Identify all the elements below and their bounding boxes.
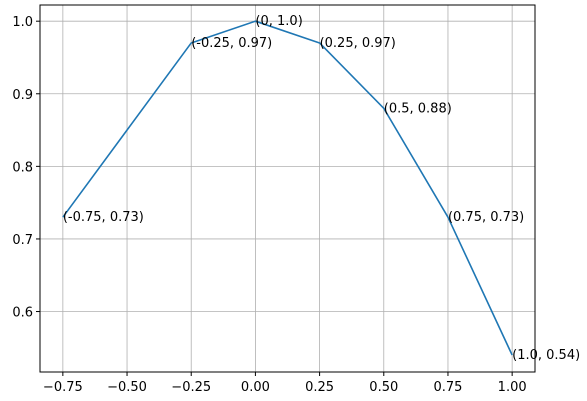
y-tick-label: 0.9: [12, 88, 33, 103]
data-point-label: (0.75, 0.73): [448, 210, 524, 225]
y-tick-label: 0.6: [12, 306, 33, 321]
data-point-label: (1.0, 0.54): [512, 348, 580, 363]
y-tick-label: 0.8: [12, 160, 33, 175]
x-tick-label: 0.50: [369, 380, 398, 395]
axis-ticks: −0.75 −0.50 −0.25 0.00 0.25 0.50 0.75 1.00 0.6 0.…: [12, 15, 526, 395]
x-tick-label: 0.75: [433, 380, 462, 395]
series-line: [62, 20, 513, 356]
data-point-label: (0.25, 0.97): [320, 36, 396, 51]
x-tick-label: −0.25: [171, 380, 211, 395]
x-tick-label: −0.75: [43, 380, 83, 395]
x-tick-label: 1.00: [498, 380, 527, 395]
grid: [40, 5, 535, 372]
data-point-label: (0.5, 0.88): [384, 101, 452, 116]
x-tick-label: 0.25: [305, 380, 334, 395]
axes-frame: [39, 4, 536, 373]
data-point-label: (-0.75, 0.73): [63, 210, 144, 225]
x-tick-label: −0.50: [107, 380, 147, 395]
data-point-label: (0, 1.0): [255, 14, 302, 29]
y-tick-label: 0.7: [12, 233, 33, 248]
x-tick-label: 0.00: [241, 380, 270, 395]
y-tick-label: 1.0: [12, 15, 33, 30]
series-layer: [62, 20, 513, 356]
data-point-label: (-0.25, 0.97): [191, 36, 272, 51]
data-labels: (-0.75, 0.73) (-0.25, 0.97) (0, 1.0) (0.25,…: [63, 14, 580, 363]
